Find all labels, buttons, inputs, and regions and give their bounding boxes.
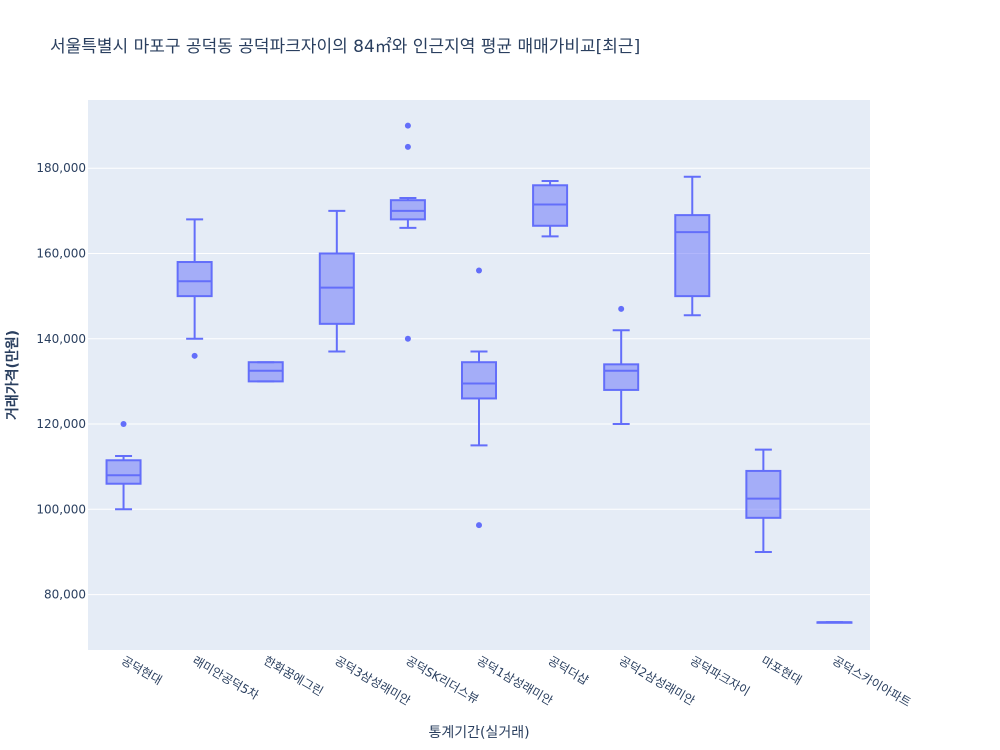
- y-tick-label: 160,000: [36, 246, 86, 260]
- box-iqr: [674, 214, 711, 298]
- x-tick-label: 래미안공덕5차: [190, 653, 261, 702]
- gridlines: [88, 167, 870, 596]
- box-iqr: [603, 363, 640, 391]
- outlier-point: [404, 335, 411, 342]
- box-iqr: [176, 261, 213, 298]
- x-tick-label: 공덕2삼성래미안: [617, 653, 698, 708]
- y-tick-label: 100,000: [36, 502, 86, 516]
- outlier-point: [404, 143, 411, 150]
- box-series: [745, 448, 782, 553]
- boxes: [105, 122, 853, 624]
- y-axis-title: 거래가격(만원): [4, 330, 21, 420]
- x-tick-label: 공덕스카이아파트: [830, 653, 913, 709]
- y-tick-label: 180,000: [36, 161, 86, 175]
- x-tick-label: 마포현대: [759, 653, 804, 687]
- x-tick-label: 공덕파크자이: [688, 653, 752, 698]
- chart-title: 서울특별시 마포구 공덕동 공덕파크자이의 84㎡와 인근지역 평균 매매가비교…: [50, 37, 641, 57]
- y-axis-ticks: 80,000 100,000 120,000 140,000 160,000 180,00…: [36, 161, 86, 601]
- y-tick-label: 120,000: [36, 417, 86, 431]
- box-series: [532, 180, 569, 238]
- y-tick-label: 140,000: [36, 332, 86, 346]
- x-tick-label: 공덕더샵: [546, 653, 591, 687]
- x-axis-ticks: 공덕현대 래미안공덕5차 한화꿈에그린 공덕3삼성래미안공덕SK리더스뷰공덕1삼성래미…: [119, 653, 913, 709]
- box-iqr: [247, 361, 284, 383]
- box-iqr: [105, 459, 142, 485]
- outlier-point: [404, 122, 411, 129]
- outlier-point: [476, 522, 482, 529]
- outlier-point: [191, 352, 198, 359]
- outlier-point: [120, 421, 127, 428]
- box-iqr: [745, 469, 782, 519]
- x-tick-label: 한화꿈에그린: [261, 653, 325, 698]
- box-series: [318, 209, 355, 353]
- x-tick-label: 공덕3삼성래미안: [332, 653, 413, 708]
- x-tick-label: 공덕1삼성래미안: [475, 653, 556, 708]
- x-axis-title: 통계기간(실거래): [428, 725, 529, 741]
- box-series: [674, 175, 711, 317]
- box-series: [247, 361, 284, 383]
- box-series: [176, 218, 213, 359]
- x-tick-label: 공덕현대: [119, 653, 164, 687]
- box-iqr: [461, 361, 497, 400]
- box-iqr: [532, 184, 569, 227]
- outlier-point: [618, 305, 625, 312]
- box-iqr: [318, 252, 355, 325]
- box-iqr: [389, 199, 426, 221]
- box-series: [389, 122, 426, 342]
- box-series: [816, 621, 853, 624]
- box-series: [603, 305, 640, 426]
- box-series: [461, 267, 497, 529]
- x-tick-label: 공덕SK리더스뷰: [403, 653, 481, 706]
- outlier-point: [476, 267, 482, 274]
- box-series: [105, 421, 142, 511]
- y-tick-label: 80,000: [44, 588, 86, 602]
